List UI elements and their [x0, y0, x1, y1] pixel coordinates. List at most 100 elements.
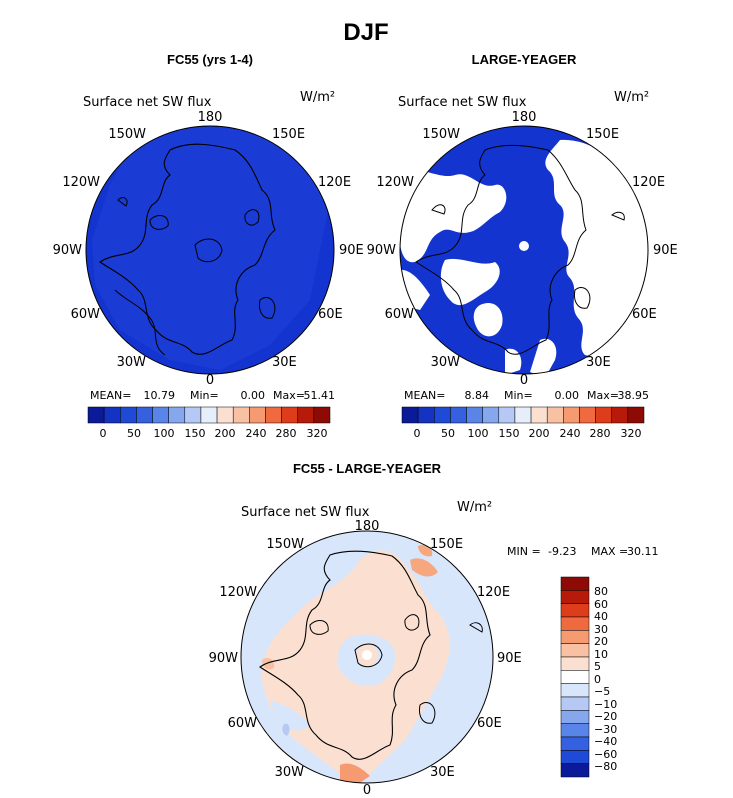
colorbar-swatch	[560, 736, 590, 751]
colorbar-swatch	[434, 406, 451, 424]
lon-label: 0	[363, 783, 371, 798]
stats-max-label: Max=	[587, 389, 619, 402]
lon-labels: 180 150E 120E 90E 60E 30E 0 30W 60W 90W …	[367, 110, 678, 388]
map-boundary	[240, 530, 494, 784]
lon-label: 150W	[266, 537, 304, 552]
coastline	[431, 204, 625, 309]
colorbar-tick-label: 50	[441, 427, 455, 440]
colorbar-swatch	[401, 406, 419, 424]
colorbar-tick-label: 10	[594, 648, 608, 661]
negative-anomaly-strong	[282, 723, 290, 736]
colorbar-tick-label: −30	[594, 723, 617, 736]
colorbar-swatch	[530, 406, 548, 424]
stats-min-value: 0.00	[555, 389, 580, 402]
colorbar-tick-label: −20	[594, 710, 617, 723]
map-field	[86, 126, 334, 374]
colorbar-swatch	[136, 406, 153, 424]
colorbar-tick-label: 0	[100, 427, 107, 440]
map-boundary	[399, 125, 649, 375]
lon-label: 90W	[367, 243, 397, 258]
colorbar-swatch	[417, 406, 435, 424]
colorbar-tick-label: 80	[594, 585, 608, 598]
panel-difference: FC55 - LARGE-YEAGER Surface net SW flux …	[209, 461, 659, 798]
lon-label: 90E	[653, 243, 678, 258]
panel-title: LARGE-YEAGER	[472, 52, 577, 67]
colorbar-swatch	[87, 406, 105, 424]
lon-label: 30W	[275, 765, 305, 780]
colorbar-tick-label: 100	[468, 427, 489, 440]
colorbar-swatch	[560, 696, 590, 711]
units-label: W/m²	[614, 90, 649, 105]
stats-mean-label: MEAN=	[90, 389, 131, 402]
masked-region	[473, 302, 503, 337]
panel-title: FC55 (yrs 1-4)	[167, 52, 253, 67]
colorbar-swatch	[560, 656, 590, 671]
colorbar-swatch	[466, 406, 483, 424]
colorbar-swatch	[103, 406, 121, 424]
stats-max-value: 30.11	[627, 545, 659, 558]
colorbar-swatch	[546, 406, 564, 424]
colorbar-tick-label: 0	[414, 427, 421, 440]
lon-label: 150W	[108, 127, 146, 142]
masked-region	[505, 338, 557, 374]
panel-title: FC55 - LARGE-YEAGER	[293, 461, 442, 476]
lon-label: 30W	[117, 355, 147, 370]
lon-label: 60E	[477, 716, 502, 731]
land-shading	[92, 126, 330, 370]
colorbar-ticks: 80 60 40 30 20 10 5 0 −5 −10 −20 −30 −40…	[594, 585, 617, 773]
colorbar-swatch	[595, 406, 612, 424]
lon-label: 30W	[431, 355, 461, 370]
coastline	[259, 550, 431, 760]
colorbar-swatch	[168, 406, 186, 424]
panel-large-yeager: LARGE-YEAGER Surface net SW flux W/m² 18…	[367, 52, 678, 440]
coastline	[415, 144, 587, 355]
panel-fc55: FC55 (yrs 1-4) Surface net SW flux W/m² …	[53, 52, 364, 440]
colorbar-ticks: 0 50 100 150 200 240 280 320	[414, 427, 642, 440]
panel-subtitle: Surface net SW flux	[398, 95, 527, 110]
lon-label: 150E	[272, 127, 305, 142]
colorbar-swatch	[232, 406, 250, 424]
lon-label: 60W	[228, 716, 258, 731]
lon-labels: 180 150E 120E 90E 60E 30E 0 30W 60W 90W …	[53, 110, 364, 388]
map-boundary	[85, 125, 335, 375]
lon-label: 60E	[318, 307, 343, 322]
colorbar-swatch	[560, 763, 590, 778]
colorbar-swatch	[120, 406, 137, 424]
colorbar-tick-label: 5	[594, 660, 601, 673]
colorbar-tick-label: −60	[594, 748, 617, 761]
stats-max-label: MAX =	[591, 545, 628, 558]
units-label: W/m²	[457, 500, 492, 515]
colorbar-swatch	[560, 683, 590, 698]
lon-label: 60W	[71, 307, 101, 322]
colorbar-tick-label: 280	[276, 427, 297, 440]
colorbar-swatch	[265, 406, 282, 424]
zero-contour	[362, 650, 372, 660]
colorbar-swatch	[560, 670, 590, 684]
colorbar-tick-label: 60	[594, 598, 608, 611]
coastline	[117, 197, 276, 319]
lon-label: 180	[512, 110, 537, 125]
map-field	[400, 126, 648, 374]
colorbar-tick-label: 280	[590, 427, 611, 440]
coastline	[99, 143, 276, 355]
stats-max-value: 38.95	[618, 389, 650, 402]
lon-label: 90E	[497, 651, 522, 666]
colorbar-tick-label: −80	[594, 760, 617, 773]
colorbar-swatch	[450, 406, 467, 424]
colorbar-swatch	[200, 406, 218, 424]
colorbar-swatch	[152, 406, 169, 424]
colorbar-swatch	[563, 406, 580, 424]
colorbar-ticks: 0 50 100 150 200 240 280 320	[100, 427, 328, 440]
stats-min-label: Min=	[504, 389, 533, 402]
lon-label: 180	[355, 519, 380, 534]
stats-min-label: MIN =	[507, 545, 541, 558]
colorbar-tick-label: 240	[246, 427, 267, 440]
colorbar-tick-label: 320	[307, 427, 328, 440]
lon-label: 60W	[385, 307, 415, 322]
lon-label: 90E	[339, 243, 364, 258]
colorbar-tick-label: −10	[594, 698, 617, 711]
stats-line: MIN = -9.23 MAX = 30.11	[507, 545, 659, 558]
masked-region	[400, 168, 507, 263]
stats-mean-label: MEAN=	[404, 389, 445, 402]
